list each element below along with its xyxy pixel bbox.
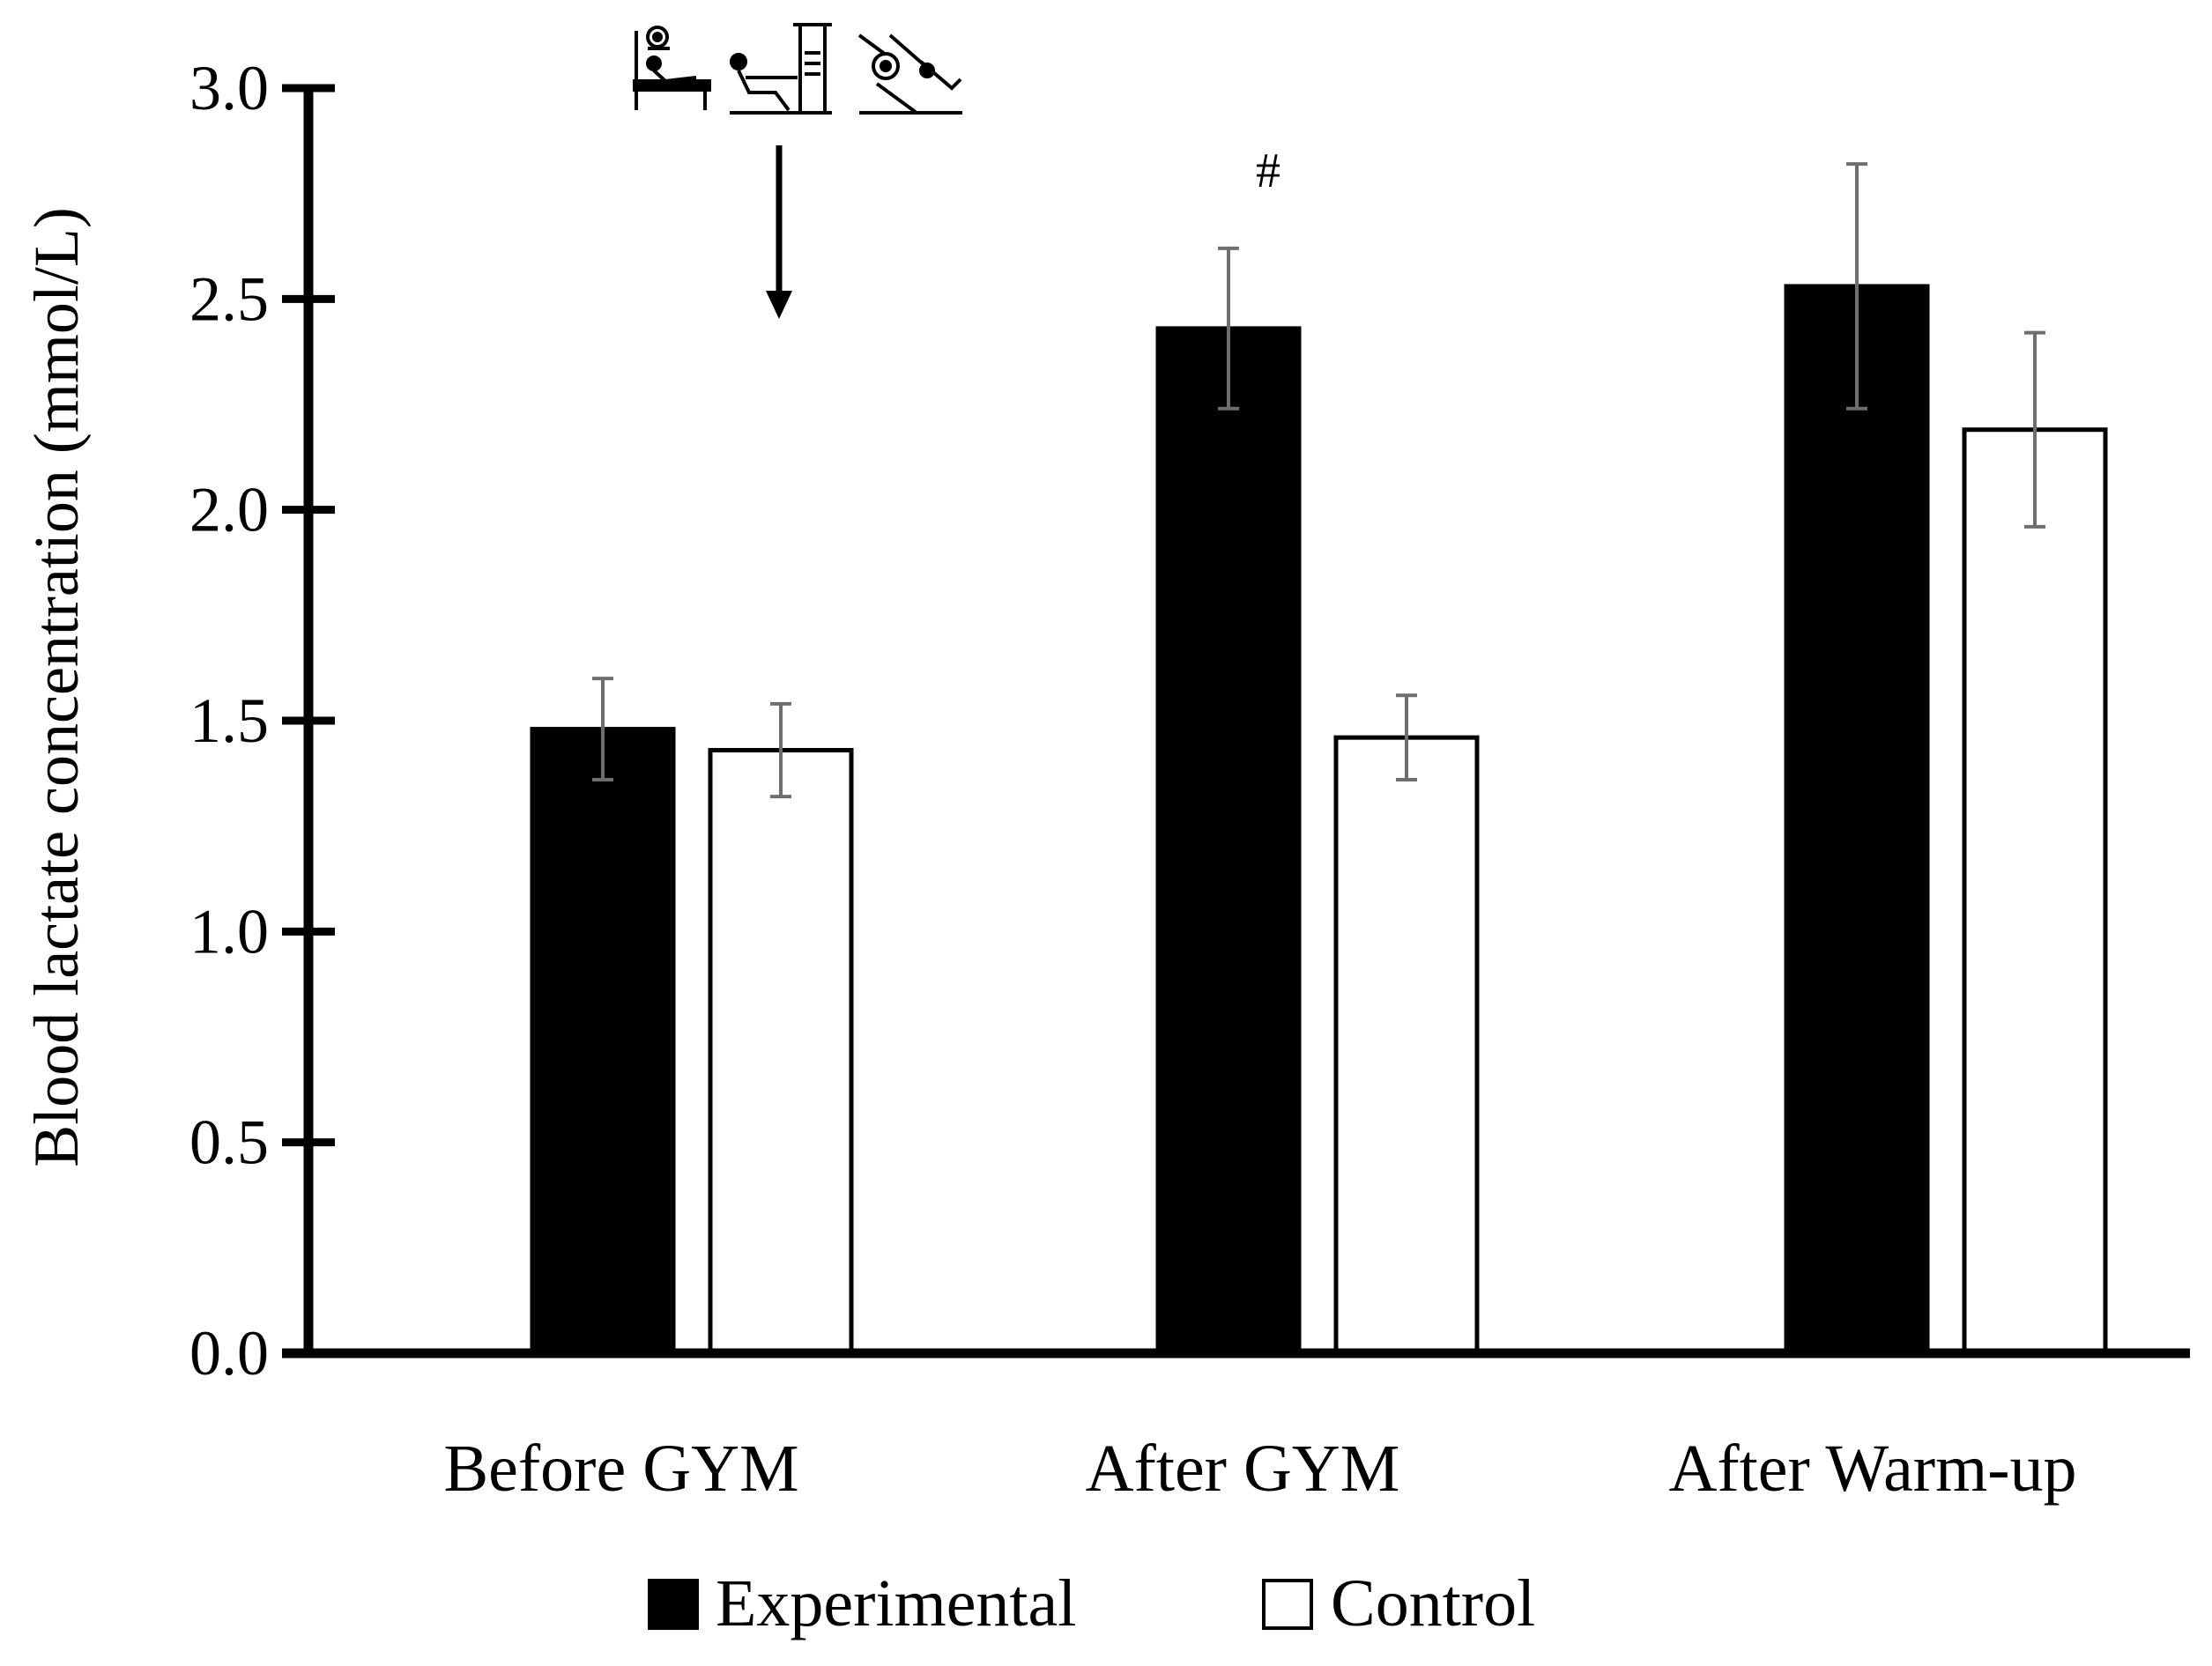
bar-experimental-2 (1784, 284, 1930, 1356)
cable-machine-icon (730, 23, 832, 115)
x-category-label: Before GYM (443, 1432, 798, 1506)
leg-press-icon (857, 33, 962, 115)
y-tick-label: 0.0 (189, 1318, 269, 1388)
y-tick-label: 3.0 (189, 53, 269, 123)
bar-control-2 (1962, 427, 2108, 1356)
legend: Experimental Control (648, 1566, 1535, 1640)
y-axis-label: Blood lactate concentration (mmol/L) (21, 207, 92, 1167)
y-tick-label: 2.5 (189, 263, 269, 334)
y-tick-label: 2.0 (189, 475, 269, 545)
y-tick-label: 1.0 (189, 896, 269, 966)
y-tick-label: 0.5 (189, 1107, 269, 1178)
bar-control-0 (708, 748, 854, 1356)
bars (530, 162, 2108, 1356)
legend-label-experimental: Experimental (716, 1566, 1076, 1640)
bench-press-icon (633, 26, 711, 110)
y-tick-label: 1.5 (189, 685, 269, 756)
legend-swatch-control (1262, 1579, 1313, 1630)
intervention-arrow (766, 145, 792, 319)
axes (282, 85, 2190, 1359)
bar-experimental-0 (530, 727, 676, 1356)
legend-swatch-experimental (648, 1579, 699, 1630)
significance-marker: # (1256, 144, 1280, 198)
x-category-label: After GYM (1086, 1432, 1400, 1506)
x-category-label: After Warm-up (1668, 1432, 2076, 1506)
legend-label-control: Control (1331, 1566, 1535, 1640)
bar-experimental-1 (1155, 326, 1302, 1356)
x-axis: Before GYM After GYM After Warm-up (443, 1432, 2076, 1506)
bar-control-1 (1333, 735, 1480, 1356)
gym-equipment-icon (633, 23, 962, 115)
